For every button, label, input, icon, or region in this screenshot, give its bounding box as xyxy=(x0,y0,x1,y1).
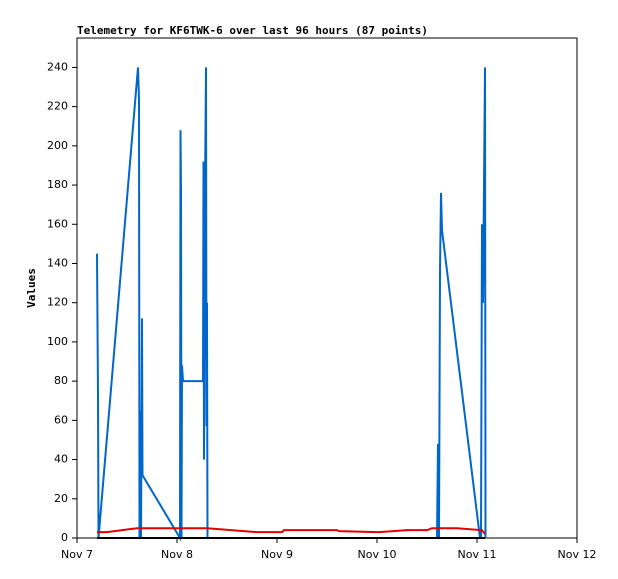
x-tick-label: Nov 12 xyxy=(558,548,597,561)
y-tick-label: 100 xyxy=(47,335,68,348)
y-tick-label: 60 xyxy=(54,413,68,426)
y-tick-label: 220 xyxy=(47,100,68,113)
x-tick-label: Nov 8 xyxy=(161,548,193,561)
y-tick-label: 160 xyxy=(47,217,68,230)
x-tick-label: Nov 9 xyxy=(261,548,293,561)
y-tick-label: 140 xyxy=(47,256,68,269)
chart-title: Telemetry for KF6TWK-6 over last 96 hour… xyxy=(77,24,428,37)
y-tick-label: 40 xyxy=(54,453,68,466)
x-tick-label: Nov 7 xyxy=(61,548,93,561)
x-tick-label: Nov 10 xyxy=(358,548,397,561)
y-axis-label: Values xyxy=(25,268,38,308)
y-tick-label: 80 xyxy=(54,374,68,387)
y-tick-label: 20 xyxy=(54,492,68,505)
series-line xyxy=(96,67,487,542)
y-tick-label: 240 xyxy=(47,60,68,73)
y-tick-label: 200 xyxy=(47,139,68,152)
series-line xyxy=(97,527,486,535)
y-tick-label: 120 xyxy=(47,296,68,309)
x-tick-label: Nov 11 xyxy=(458,548,497,561)
y-tick-label: 180 xyxy=(47,178,68,191)
y-tick-label: 0 xyxy=(61,531,68,544)
